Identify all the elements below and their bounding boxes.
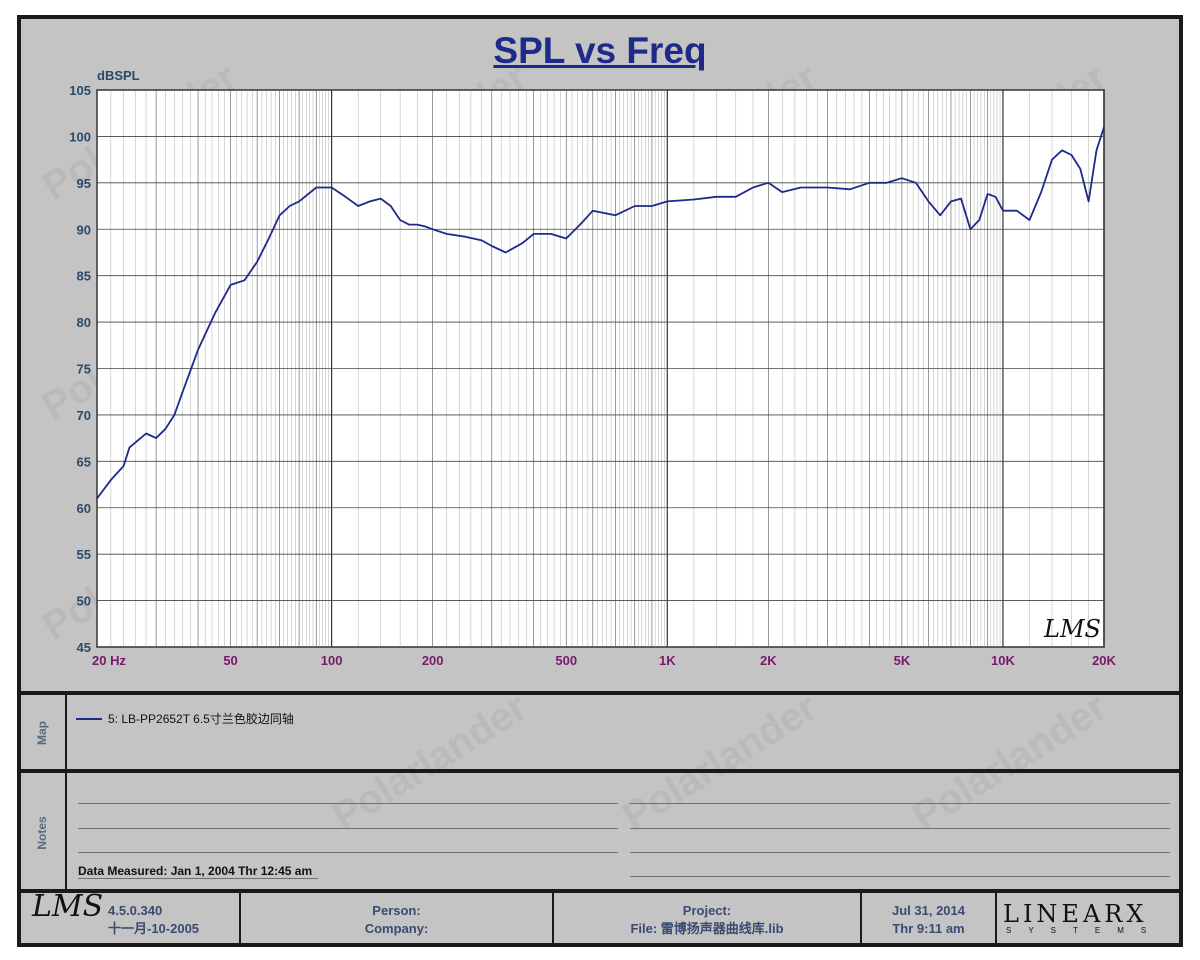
x-tick-label: 50	[223, 653, 237, 668]
legend-entry-label: 5: LB-PP2652T 6.5寸兰色胶边同轴	[108, 712, 294, 726]
footer-time: Thr 9:11 am	[892, 921, 965, 936]
y-axis-label: dBSPL	[97, 68, 140, 83]
notes-section-label: Notes	[35, 816, 49, 850]
x-tick-label: 1K	[659, 653, 676, 668]
version-number: 4.5.0.340	[108, 903, 163, 918]
version-info: 4.5.0.340 十一月-10-2005	[108, 902, 238, 950]
date-cell: Jul 31, 2014 Thr 9:11 am	[862, 902, 995, 950]
x-tick-label: 5K	[894, 653, 911, 668]
footer-divider	[552, 892, 554, 944]
spl-chart: 45 50 55 60 65 70 75 80 85 90 95 100 105 dBSPL 20 Hz 50…	[69, 68, 1116, 668]
file-label: File: 雷博扬声器曲线库.lib	[630, 921, 784, 936]
person-company-cell: Person: Company:	[241, 902, 552, 950]
y-tick-label: 100	[69, 129, 91, 144]
note-line	[630, 803, 1170, 804]
note-line	[78, 852, 618, 853]
map-top-separator	[17, 691, 1183, 695]
note-line	[630, 852, 1170, 853]
spl-curve	[96, 126, 1105, 500]
lms-plot-logo: LMS	[1043, 615, 1101, 643]
x-tick-label: 500	[555, 653, 577, 668]
map-section-label: Map	[35, 721, 49, 745]
x-tick-label: 10K	[991, 653, 1015, 668]
note-line	[78, 803, 618, 804]
linearx-systems: SYSTEMS	[1006, 926, 1164, 935]
lms-logo: LMS	[32, 889, 104, 924]
footer-top-separator	[17, 889, 1183, 893]
note-line	[630, 876, 1170, 877]
footer-divider	[995, 892, 997, 944]
x-tick-label: 2K	[760, 653, 777, 668]
note-line	[78, 828, 618, 829]
linearx-brand: LINEARX	[1003, 900, 1148, 928]
y-tick-label: 75	[77, 362, 91, 377]
project-label: Project:	[682, 903, 732, 918]
project-cell: Project: File: 雷博扬声器曲线库.lib	[554, 902, 860, 950]
y-tick-label: 55	[77, 547, 91, 562]
x-tick-label: 20K	[1092, 653, 1116, 668]
legend-entry: 5: LB-PP2652T 6.5寸兰色胶边同轴	[76, 710, 294, 727]
y-tick-label: 85	[77, 269, 91, 284]
y-tick-label: 60	[77, 501, 91, 516]
footer-date: Jul 31, 2014	[892, 903, 965, 918]
note-line	[630, 828, 1170, 829]
build-date: 十一月-10-2005	[108, 921, 200, 936]
data-measured-text: Data Measured: Jan 1, 2004 Thr 12:45 am	[78, 864, 313, 878]
footer-divider	[239, 892, 241, 944]
y-tick-label: 105	[69, 83, 91, 98]
person-label: Person:	[372, 903, 421, 918]
y-tick-label: 95	[77, 176, 91, 191]
footer-divider	[860, 892, 862, 944]
section-label-divider	[65, 693, 67, 890]
chart-title: SPL vs Freq	[493, 30, 707, 71]
y-tick-label: 65	[77, 454, 91, 469]
company-label: Company:	[364, 921, 429, 936]
y-tick-label: 80	[77, 315, 91, 330]
x-tick-label: 20 Hz	[92, 653, 126, 668]
y-tick-label: 70	[77, 408, 91, 423]
notes-top-separator	[17, 769, 1183, 773]
y-tick-label: 90	[77, 222, 91, 237]
x-tick-label: 100	[321, 653, 343, 668]
y-tick-label: 50	[77, 594, 91, 609]
legend-line-swatch	[76, 717, 102, 720]
y-tick-label: 45	[77, 640, 91, 655]
note-line	[78, 878, 318, 879]
x-tick-label: 200	[422, 653, 444, 668]
